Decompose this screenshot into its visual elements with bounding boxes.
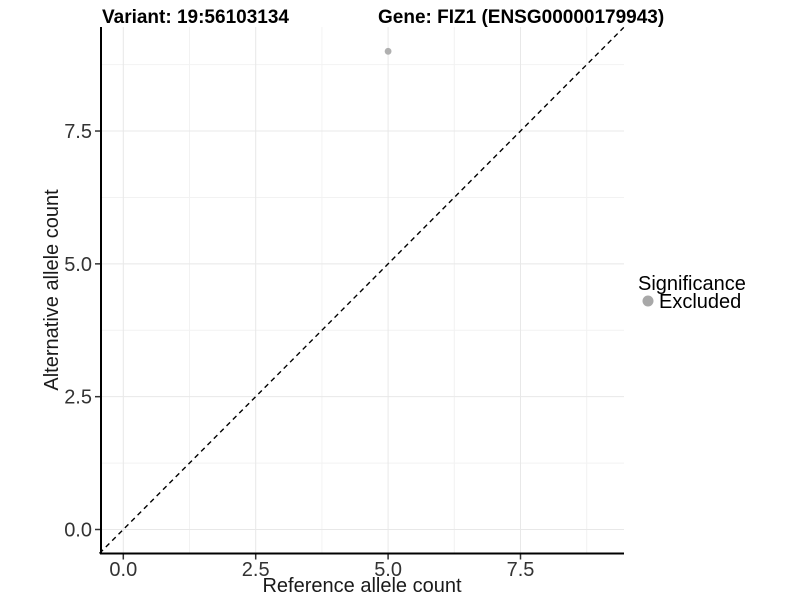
data-point — [384, 47, 392, 55]
y-tick-label: 5.0 — [64, 254, 92, 276]
legend-title: Significance — [638, 273, 746, 295]
x-tick-label: 2.5 — [242, 559, 270, 581]
plot-title-gene: Gene: FIZ1 (ENSG00000179943) — [378, 7, 664, 28]
x-tick-label: 5.0 — [374, 559, 402, 581]
x-tick-label: 7.5 — [507, 559, 535, 581]
y-tick-label: 2.5 — [64, 387, 92, 409]
data-points-layer — [384, 47, 392, 55]
x-axis-title: Reference allele count — [262, 575, 461, 597]
y-tick-label: 7.5 — [64, 121, 92, 143]
reference-line-layer — [98, 26, 625, 554]
axes-layer — [95, 27, 624, 560]
y-axis-title: Alternative allele count — [41, 189, 63, 391]
tick-labels-layer: 0.0 2.5 5.0 7.5 0.0 2.5 5.0 7.5 — [64, 121, 534, 581]
x-tick-label: 0.0 — [109, 559, 137, 581]
legend-key-dot-icon — [642, 295, 654, 307]
plot-title-variant: Variant: 19:56103134 — [102, 7, 289, 28]
gridlines-layer — [100, 27, 624, 554]
identity-reference-line — [98, 26, 625, 554]
y-tick-label: 0.0 — [64, 520, 92, 542]
legend-item-label: Excluded — [659, 291, 741, 313]
legend: Significance Excluded — [638, 273, 746, 313]
